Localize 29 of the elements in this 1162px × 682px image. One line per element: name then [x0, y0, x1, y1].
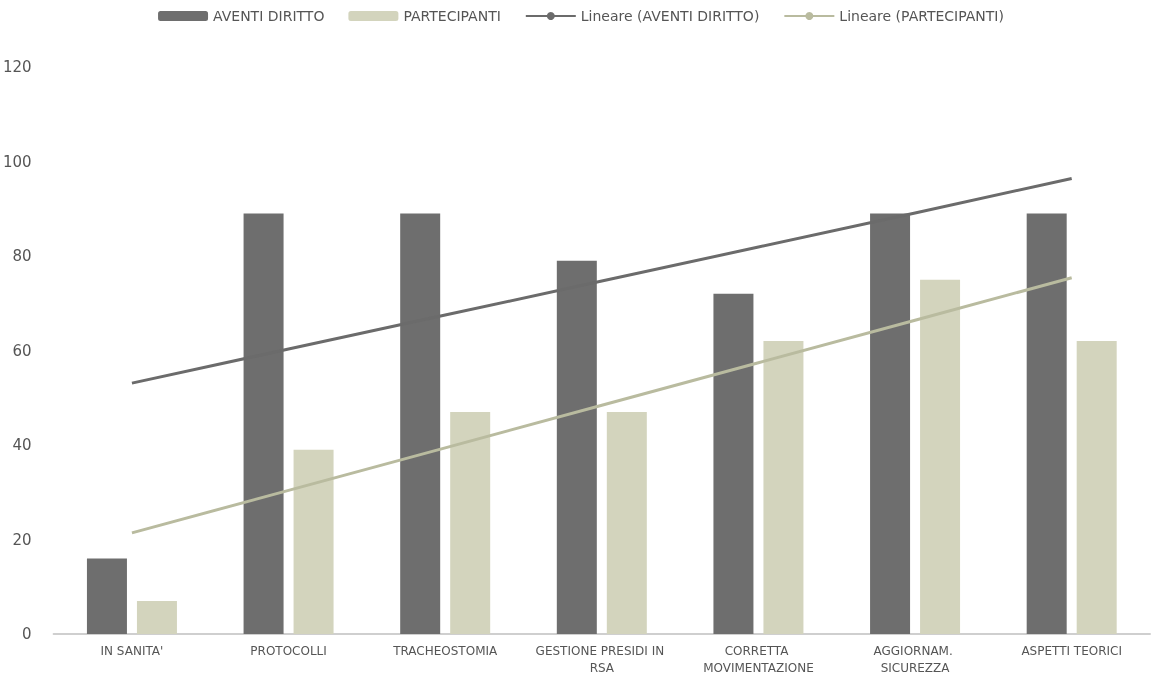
bar: [713, 293, 754, 634]
bar: [86, 558, 127, 634]
bar: [763, 341, 804, 634]
x-tick-label: AGGIORNAM. SICUREZZA: [873, 643, 957, 675]
x-tick-label: GESTIONE PRESIDI IN RSA: [535, 643, 669, 675]
bar: [450, 411, 491, 634]
legend-label: Lineare (PARTECIPANTI): [839, 8, 1004, 24]
bar: [606, 411, 647, 634]
y-tick-label: 80: [12, 247, 32, 265]
legend-label: PARTECIPANTI: [403, 8, 501, 24]
x-tick-label: IN SANITA': [100, 643, 164, 658]
bar: [920, 279, 961, 634]
y-tick-label: 100: [2, 152, 32, 171]
bar: [1026, 213, 1067, 634]
x-tick-label: ASPETTI TEORICI: [1021, 643, 1122, 658]
bar: [293, 449, 334, 634]
x-tick-label: CORRETTA MOVIMENTAZIONE: [703, 643, 814, 675]
y-tick-label: 20: [12, 530, 32, 549]
legend-label: AVENTI DIRITTO: [213, 8, 325, 24]
y-tick-label: 0: [22, 625, 32, 643]
y-tick-label: 40: [12, 436, 32, 454]
bar: [136, 600, 177, 634]
y-tick-label: 60: [12, 341, 32, 360]
x-tick-label: PROTOCOLLI: [250, 643, 327, 658]
legend-label: Lineare (AVENTI DIRITTO): [580, 8, 760, 24]
line-series: [130, 276, 1074, 535]
bar: [1076, 341, 1117, 634]
y-tick-label: 120: [2, 58, 32, 76]
x-tick-label: TRACHEOSTOMIA: [392, 643, 499, 658]
